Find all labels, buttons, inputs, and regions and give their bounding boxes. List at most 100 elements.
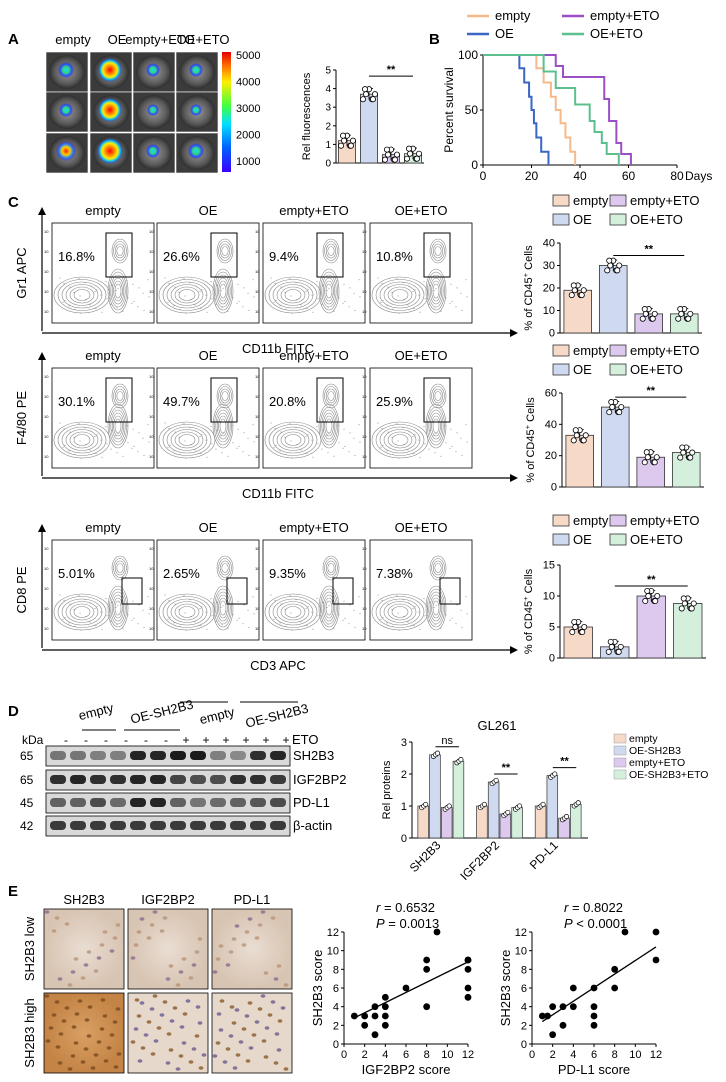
data-point xyxy=(384,151,391,158)
event-dot xyxy=(434,624,436,626)
contour xyxy=(284,289,302,301)
event-dot xyxy=(62,301,64,303)
event-dot xyxy=(305,436,307,437)
axis-tick-label: 10 xyxy=(149,229,154,234)
stained-nucleus xyxy=(219,999,225,1003)
stained-nucleus xyxy=(70,1054,76,1058)
stained-nucleus xyxy=(64,922,70,926)
stained-nucleus xyxy=(276,1048,282,1052)
contour xyxy=(371,593,429,631)
event-dot xyxy=(147,424,149,426)
data-point xyxy=(402,984,410,992)
y-tick-label: 0 xyxy=(401,833,407,845)
contour xyxy=(431,597,441,619)
event-dot xyxy=(253,441,255,443)
contour xyxy=(166,281,208,309)
ihc-row-title: SH2B3 low xyxy=(22,916,37,981)
regression-line xyxy=(354,961,469,1019)
stained-nucleus xyxy=(212,1054,218,1058)
event-dot xyxy=(106,443,108,445)
event-dot xyxy=(115,607,117,609)
event-dot xyxy=(117,433,119,435)
event-dot xyxy=(126,597,128,599)
contour xyxy=(114,560,126,576)
event-dot xyxy=(189,282,191,283)
blot-band xyxy=(170,821,186,830)
contour xyxy=(425,268,447,314)
stained-nucleus xyxy=(225,1047,231,1051)
event-dot xyxy=(349,287,351,289)
bar xyxy=(476,805,488,839)
legend-swatch xyxy=(552,363,570,376)
data-point xyxy=(381,156,388,163)
stained-nucleus xyxy=(149,1007,155,1011)
event-dot xyxy=(84,282,86,283)
event-dot xyxy=(69,286,71,288)
data-point xyxy=(340,137,347,144)
event-dot xyxy=(211,615,213,617)
event-dot xyxy=(89,449,91,451)
event-dot xyxy=(121,610,123,612)
contour xyxy=(379,281,421,309)
contour xyxy=(73,606,91,618)
data-point xyxy=(481,801,487,807)
event-dot xyxy=(381,599,383,601)
event-dot xyxy=(148,441,150,443)
x-axis-label: CD3 APC xyxy=(250,658,306,673)
stained-nucleus xyxy=(67,983,73,987)
data-point xyxy=(393,151,400,158)
y-tick-label: 0 xyxy=(551,482,557,494)
event-dot xyxy=(333,627,335,629)
gate-percentage: 25.9% xyxy=(376,394,413,409)
stained-nucleus xyxy=(263,1055,269,1059)
axis-tick-label: 10 xyxy=(44,289,49,294)
gate-percentage: 26.6% xyxy=(163,249,200,264)
contour xyxy=(321,274,337,308)
stained-nucleus xyxy=(139,917,145,921)
flow-plot-title: OE xyxy=(199,348,218,363)
event-dot xyxy=(451,445,453,447)
data-point xyxy=(446,803,452,809)
gate xyxy=(210,232,238,278)
data-point xyxy=(569,629,576,636)
event-dot xyxy=(73,291,75,293)
axis-tick-label: 10 xyxy=(44,229,49,234)
contour xyxy=(375,596,425,628)
stained-nucleus xyxy=(212,970,218,974)
event-dot xyxy=(122,627,124,629)
legend-label: OE-SH2B3+ETO xyxy=(629,769,708,781)
axis-tick-label: 10 xyxy=(362,289,367,294)
event-dot xyxy=(127,297,129,299)
contour xyxy=(114,600,122,616)
event-dot xyxy=(185,312,187,314)
contour xyxy=(429,412,443,440)
bioluminescence-signal xyxy=(147,104,159,116)
stained-nucleus xyxy=(152,994,158,998)
eto-sign: - xyxy=(104,733,108,747)
event-dot xyxy=(386,622,388,624)
event-dot xyxy=(101,311,103,313)
group-label-3: OE+ETO xyxy=(177,32,230,47)
stained-nucleus xyxy=(149,923,155,927)
event-dot xyxy=(359,296,361,298)
stained-nucleus xyxy=(274,1032,280,1036)
data-point xyxy=(651,310,658,317)
legend-label: empty+ETO xyxy=(630,193,699,208)
event-dot xyxy=(100,294,102,296)
legend-label: OE+ETO xyxy=(630,212,683,227)
data-point xyxy=(464,984,472,992)
data-point xyxy=(458,757,464,763)
event-dot xyxy=(465,424,467,426)
blot-strip xyxy=(45,769,291,791)
stained-nucleus xyxy=(51,1013,57,1017)
data-point xyxy=(493,777,499,783)
correlation-p: P < 0.0001 xyxy=(564,916,627,931)
event-dot xyxy=(306,625,308,627)
legend-swatch xyxy=(609,514,627,527)
bioluminescence-signal xyxy=(59,103,73,117)
event-dot xyxy=(445,614,447,616)
blot-band xyxy=(50,798,66,807)
data-point xyxy=(371,1012,379,1020)
event-dot xyxy=(79,612,81,614)
legend-swatch xyxy=(609,533,627,546)
